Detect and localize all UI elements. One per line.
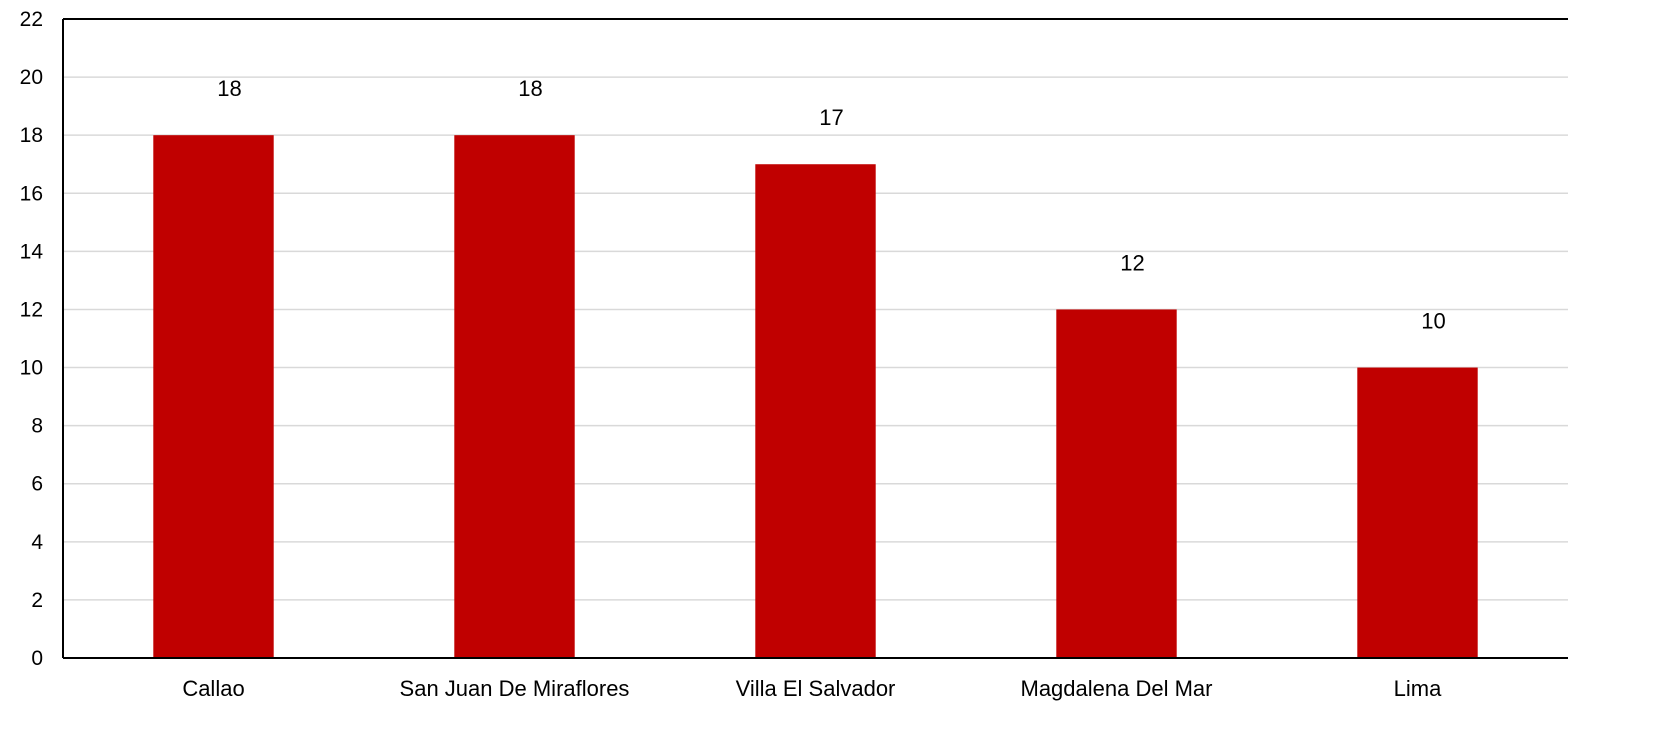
y-tick-label: 22 — [20, 8, 43, 31]
data-label: 12 — [1120, 250, 1144, 275]
y-tick-label: 16 — [20, 182, 43, 205]
x-category-label: Villa El Salvador — [736, 676, 896, 701]
y-tick-label: 8 — [31, 415, 43, 438]
bar — [1357, 367, 1478, 658]
data-label: 18 — [518, 76, 542, 101]
y-tick-label: 14 — [20, 240, 44, 263]
x-category-label: Magdalena Del Mar — [1021, 676, 1213, 701]
bar — [1056, 309, 1177, 658]
y-tick-label: 12 — [20, 298, 43, 321]
data-label: 17 — [819, 105, 843, 130]
data-label: 18 — [217, 76, 241, 101]
bar — [454, 135, 575, 658]
y-tick-label: 10 — [20, 357, 43, 380]
x-category-label: Lima — [1394, 676, 1442, 701]
y-tick-label: 20 — [20, 66, 43, 89]
data-labels: 18 18 17 12 10 — [217, 76, 1445, 333]
x-category-label: San Juan De Miraflores — [400, 676, 630, 701]
y-tick-label: 6 — [31, 473, 43, 496]
data-label: 10 — [1421, 309, 1445, 334]
y-tick-labels: 0 2 4 6 8 10 12 14 16 18 20 22 — [20, 8, 44, 670]
axes — [62, 18, 1568, 659]
y-tick-label: 0 — [31, 647, 43, 670]
bar — [153, 135, 274, 658]
bar — [755, 164, 876, 658]
bars — [153, 135, 1478, 658]
y-tick-label: 2 — [31, 589, 43, 612]
y-tick-label: 4 — [31, 531, 43, 554]
x-category-labels: Callao San Juan De Miraflores Villa El Sal… — [182, 676, 1442, 701]
x-category-label: Callao — [182, 676, 244, 701]
y-tick-label: 18 — [20, 124, 43, 147]
